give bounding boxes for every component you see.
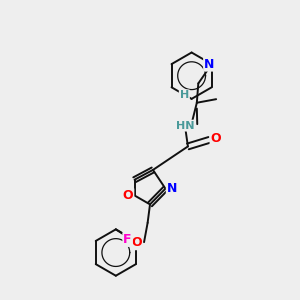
Text: O: O xyxy=(123,189,133,202)
Text: O: O xyxy=(131,236,142,249)
Text: H: H xyxy=(180,90,189,100)
Text: F: F xyxy=(123,233,132,246)
Text: O: O xyxy=(211,132,221,145)
Text: N: N xyxy=(204,58,214,70)
Text: HN: HN xyxy=(176,121,194,130)
Text: N: N xyxy=(167,182,177,195)
